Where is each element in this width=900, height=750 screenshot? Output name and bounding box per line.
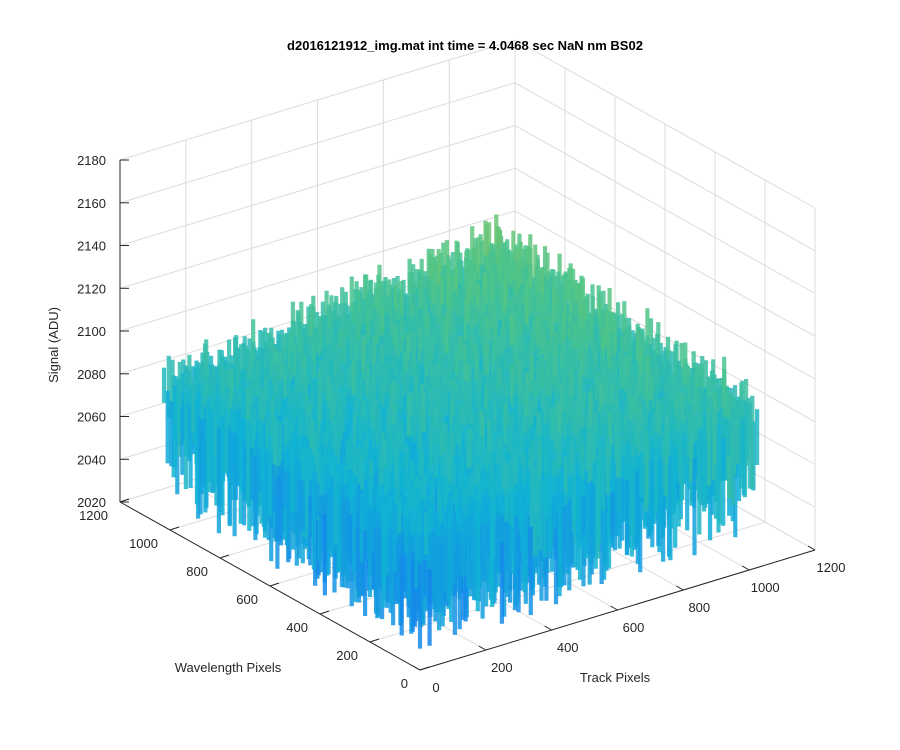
gridline-z-sidewall [514,167,816,337]
gridline-z-sidewall [514,125,816,294]
gridline-z-backwall [119,82,516,204]
surface-mesh [161,214,760,649]
gridline-z-sidewall [514,39,816,209]
gridline-z-backwall [119,125,516,246]
gridline-z-sidewall [514,210,816,380]
gridline-z-backwall [119,210,516,332]
gridline-z-sidewall [514,82,816,252]
gridline-z-backwall [119,167,516,289]
gridline-z-backwall [119,39,516,161]
